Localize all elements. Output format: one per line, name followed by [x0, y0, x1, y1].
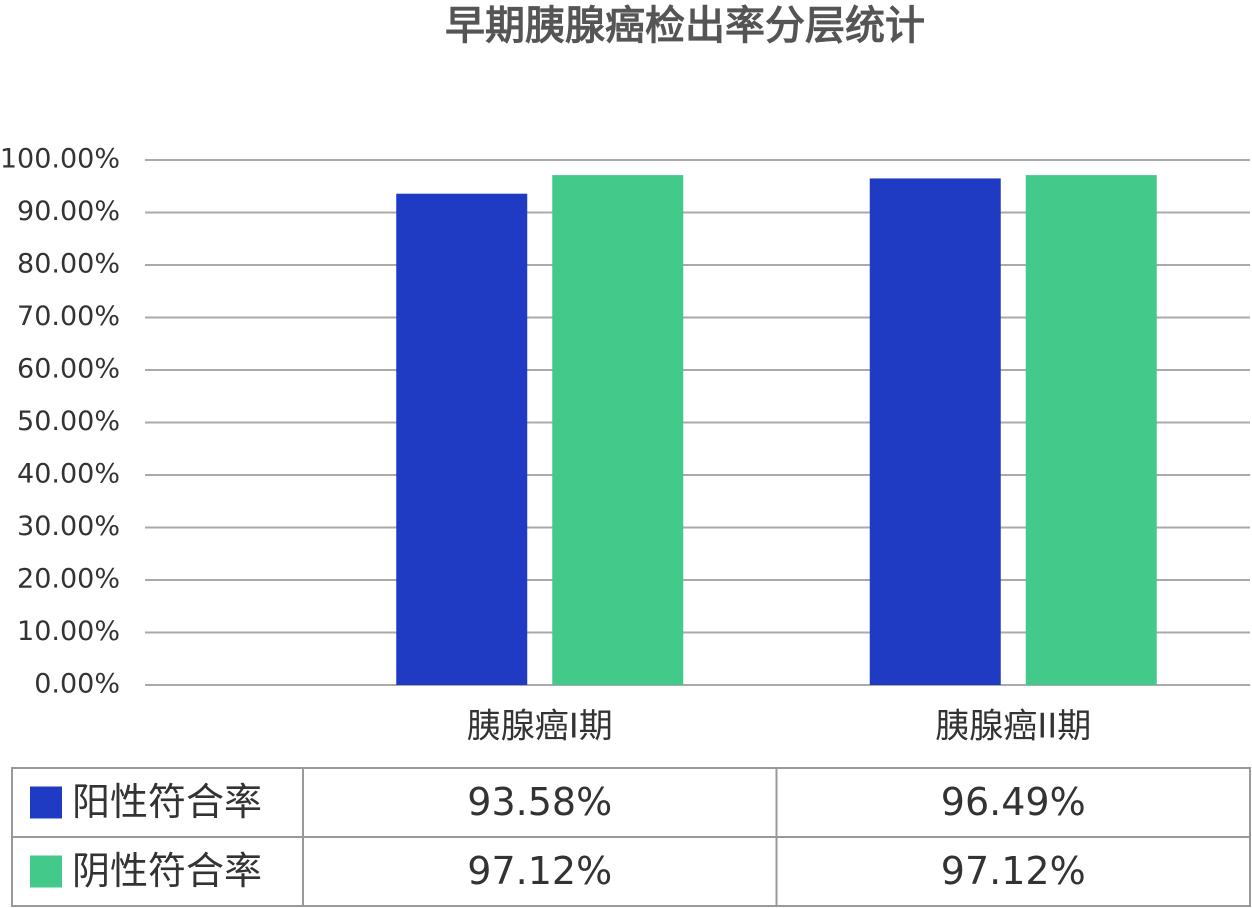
- bar: [552, 175, 684, 685]
- x-tick-label: 胰腺癌II期: [935, 707, 1091, 747]
- chart-title: 早期胰腺癌检出率分层统计: [445, 3, 925, 49]
- y-tick-label: 80.00%: [17, 249, 120, 280]
- bar: [1025, 175, 1157, 685]
- table-value: 97.12%: [467, 849, 612, 893]
- y-tick-label: 40.00%: [17, 459, 120, 490]
- y-tick-label: 50.00%: [17, 406, 120, 437]
- y-tick-label: 10.00%: [17, 616, 120, 647]
- table-value: 93.58%: [467, 780, 612, 824]
- table-value: 97.12%: [941, 849, 1086, 893]
- legend-swatch: [30, 855, 62, 888]
- x-tick-label: 胰腺癌I期: [467, 707, 613, 747]
- y-tick-label: 20.00%: [17, 564, 120, 595]
- legend-swatch: [30, 786, 62, 819]
- y-tick-label: 60.00%: [17, 354, 120, 385]
- legend-label: 阳性符合率: [72, 780, 262, 824]
- y-tick-label: 100.00%: [0, 144, 120, 175]
- table-value: 96.49%: [941, 780, 1086, 824]
- y-tick-label: 0.00%: [34, 669, 120, 700]
- bar: [396, 193, 528, 685]
- y-tick-label: 90.00%: [17, 196, 120, 227]
- y-tick-label: 70.00%: [17, 301, 120, 332]
- y-tick-label: 30.00%: [17, 511, 120, 542]
- bar: [869, 178, 1001, 686]
- legend-label: 阴性符合率: [72, 849, 262, 893]
